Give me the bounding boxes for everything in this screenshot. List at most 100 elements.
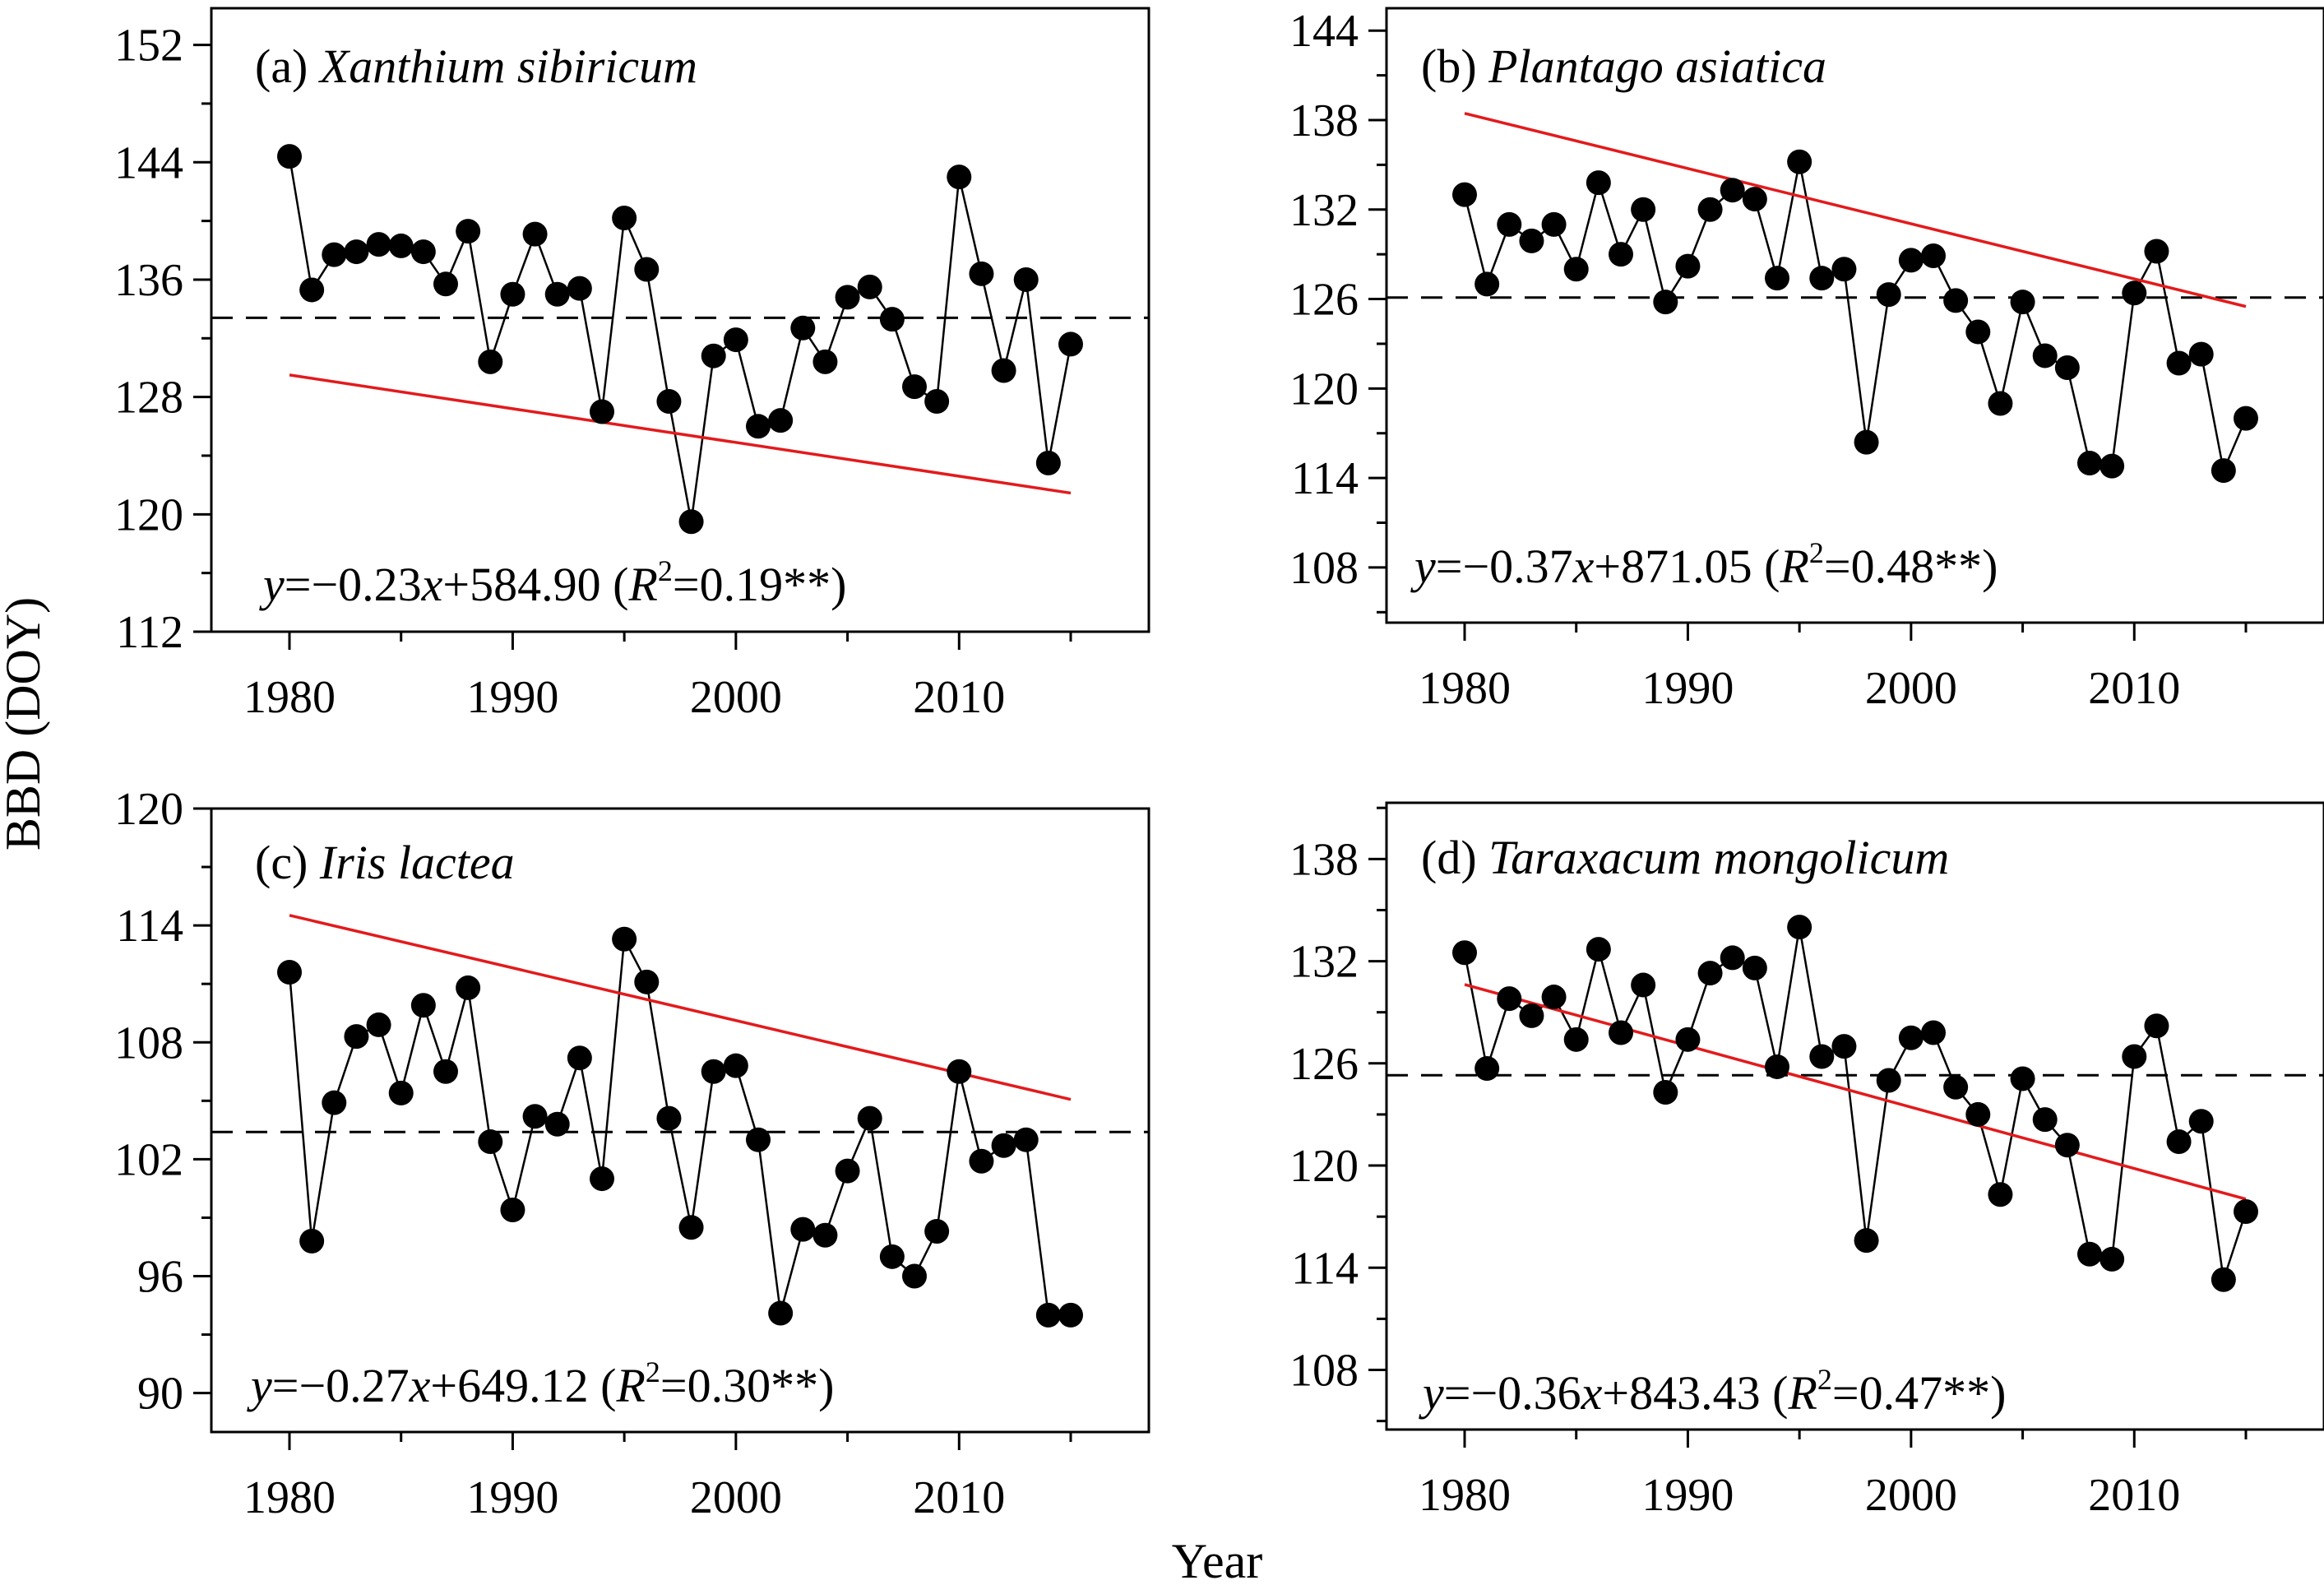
y-tick-label: 112 bbox=[116, 607, 183, 658]
data-point bbox=[2166, 1129, 2192, 1155]
data-point bbox=[1876, 1068, 1901, 1093]
y-tick-label: 120 bbox=[114, 489, 183, 540]
data-point bbox=[456, 975, 481, 1000]
data-point bbox=[2054, 1133, 2080, 1158]
series-line bbox=[288, 935, 1071, 1317]
data-point bbox=[1541, 985, 1567, 1010]
data-point bbox=[2234, 406, 2258, 431]
data-point bbox=[947, 1059, 972, 1084]
data-point bbox=[969, 1148, 994, 1174]
data-point bbox=[522, 1104, 548, 1129]
equation-x: x bbox=[1581, 1366, 1603, 1420]
equation-x: x bbox=[1572, 540, 1595, 593]
data-point bbox=[746, 1127, 771, 1152]
data-point bbox=[277, 959, 302, 985]
data-point bbox=[1809, 266, 1835, 291]
data-point bbox=[1035, 450, 1061, 475]
equation-sup: 2 bbox=[658, 554, 673, 587]
data-point bbox=[1519, 228, 1544, 253]
data-point bbox=[567, 1045, 592, 1071]
panel-title-prefix: (a) bbox=[255, 39, 320, 93]
data-point bbox=[1563, 257, 1589, 282]
y-tick-label: 114 bbox=[1291, 453, 1359, 504]
panel-d: 108 114 120 126 132 138 1980 1990 2000 2010 (d) Ta… bbox=[1289, 801, 2324, 1521]
data-point bbox=[879, 1244, 905, 1269]
data-point bbox=[299, 277, 325, 303]
plot-frame bbox=[210, 7, 1150, 633]
data-point bbox=[678, 509, 704, 535]
equation-slope-part: =−0.27 bbox=[272, 1359, 410, 1412]
panel-title: (a) Xanthium sibiricum bbox=[255, 39, 697, 93]
data-point bbox=[1609, 242, 1633, 267]
equation-y: y bbox=[1410, 540, 1436, 593]
data-point bbox=[388, 1080, 414, 1105]
equation-r-value: =0.47**) bbox=[1832, 1366, 2007, 1420]
data-point bbox=[433, 271, 458, 297]
equation-sup: 2 bbox=[1817, 1363, 1832, 1396]
x-tick-label: 2010 bbox=[2088, 1470, 2180, 1521]
panel-b: 108 114 120 126 132 138 144 1980 1990 2000 2010 (b)… bbox=[1289, 6, 2324, 714]
data-point bbox=[2166, 350, 2192, 376]
y-tick-label: 138 bbox=[1289, 834, 1359, 885]
trend-line bbox=[289, 914, 1072, 1101]
data-point bbox=[1035, 1302, 1061, 1328]
data-point bbox=[1586, 937, 1611, 962]
data-point bbox=[1988, 1182, 2013, 1207]
data-point bbox=[1787, 149, 1812, 174]
data-point bbox=[478, 1129, 503, 1155]
data-point bbox=[612, 926, 637, 952]
data-point bbox=[1631, 972, 1656, 998]
data-point bbox=[835, 1158, 860, 1184]
trend-line bbox=[1464, 983, 2247, 1201]
data-point bbox=[388, 233, 414, 258]
data-point bbox=[299, 1228, 325, 1254]
x-tick-label: 2000 bbox=[1865, 663, 1957, 714]
equation-r: R bbox=[1787, 1366, 1817, 1420]
data-point bbox=[1965, 1101, 1991, 1127]
regression-equation: y=−0.37x+871.05 (R2=0.48**) bbox=[1410, 536, 1998, 593]
x-tick-label: 2010 bbox=[913, 672, 1005, 723]
data-point bbox=[656, 388, 682, 414]
data-point bbox=[768, 1300, 794, 1326]
trend-line bbox=[289, 373, 1072, 495]
x-tick-label: 2000 bbox=[690, 1472, 782, 1523]
data-point bbox=[1742, 955, 1767, 980]
data-point bbox=[1921, 1020, 1946, 1045]
data-point bbox=[1452, 940, 1477, 966]
data-point bbox=[1452, 182, 1477, 207]
data-point bbox=[1541, 211, 1567, 237]
data-point bbox=[924, 1219, 950, 1244]
panel-title-species: Plantago asiatica bbox=[1488, 39, 1826, 93]
data-point bbox=[1898, 248, 1924, 273]
data-point bbox=[1831, 257, 1857, 282]
data-point bbox=[1563, 1027, 1589, 1052]
data-point bbox=[590, 1166, 614, 1192]
x-axis-title: Year bbox=[1172, 1534, 1263, 1585]
data-point bbox=[2054, 355, 2080, 380]
data-point bbox=[768, 408, 794, 433]
y-tick-label: 108 bbox=[1289, 1346, 1359, 1397]
equation-intercept-part: +843.43 ( bbox=[1602, 1366, 1788, 1420]
data-point bbox=[2032, 1107, 2058, 1133]
data-point bbox=[1943, 1074, 1969, 1100]
data-point bbox=[1787, 915, 1812, 940]
panel-title-prefix: (d) bbox=[1421, 831, 1488, 884]
x-tick-label: 1990 bbox=[1641, 663, 1734, 714]
data-point bbox=[1876, 282, 1901, 308]
data-point bbox=[2077, 1241, 2102, 1267]
equation-sup: 2 bbox=[646, 1356, 660, 1388]
data-point bbox=[902, 374, 927, 400]
data-point bbox=[1474, 271, 1500, 297]
x-tick-label: 1990 bbox=[466, 1472, 558, 1523]
y-tick-label: 108 bbox=[1289, 543, 1359, 594]
plot-frame bbox=[1385, 801, 2324, 1431]
data-point bbox=[1013, 1127, 1039, 1152]
data-point bbox=[1675, 253, 1701, 279]
y-tick-label: 114 bbox=[116, 901, 183, 952]
equation-r: R bbox=[1779, 540, 1808, 593]
data-point bbox=[1474, 1056, 1500, 1082]
panel-title-species: Iris lactea bbox=[319, 836, 515, 889]
regression-equation: y=−0.36x+843.43 (R2=0.47**) bbox=[1419, 1363, 2006, 1420]
equation-slope-part: =−0.23 bbox=[285, 558, 422, 611]
data-point bbox=[522, 221, 548, 247]
